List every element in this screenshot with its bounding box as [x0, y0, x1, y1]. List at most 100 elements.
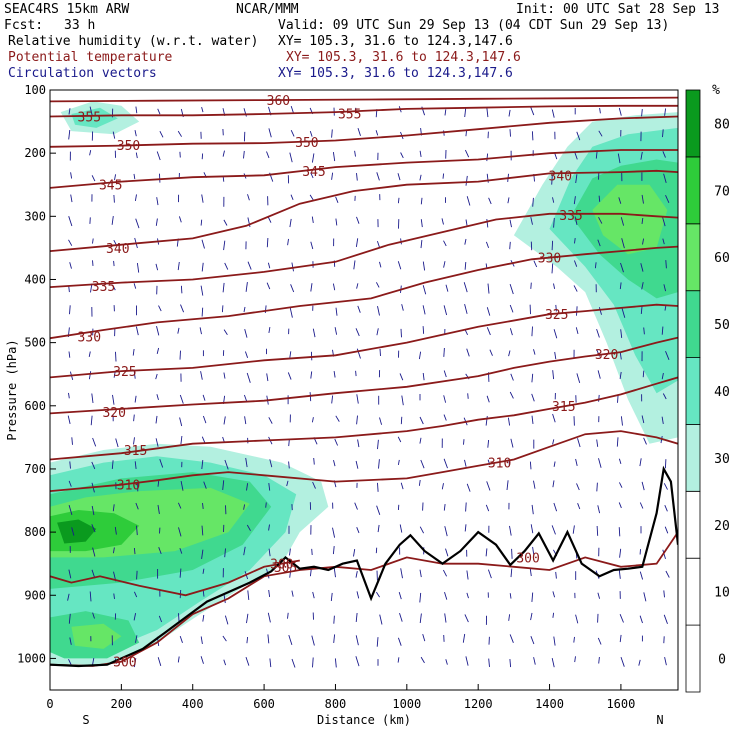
circulation-vector: [246, 372, 251, 383]
circulation-vector: [69, 461, 71, 469]
circulation-vector: [532, 197, 534, 207]
circulation-vector: [354, 502, 358, 510]
circulation-vector: [420, 240, 423, 249]
circulation-vector: [200, 656, 204, 664]
circulation-vector: [111, 460, 114, 469]
circulation-vector: [551, 263, 554, 274]
circulation-vector: [531, 504, 534, 515]
colorbar-label: 40: [714, 385, 730, 400]
circulation-vector: [311, 635, 315, 646]
theta-label-350: 350: [117, 139, 140, 154]
circulation-vector: [664, 505, 668, 512]
circulation-vector: [598, 458, 602, 468]
circulation-vector: [553, 329, 558, 339]
circulation-vector: [199, 327, 202, 335]
circulation-vector: [378, 459, 380, 469]
circulation-vector: [158, 305, 162, 312]
circulation-vector: [289, 548, 291, 556]
circulation-vector: [575, 614, 579, 624]
circulation-vector: [420, 459, 425, 469]
y-axis-label: Pressure (hPa): [5, 339, 19, 440]
theta-label-325: 325: [545, 308, 568, 323]
circulation-vector: [661, 326, 664, 335]
circulation-vector: [487, 569, 492, 579]
circulation-vector: [443, 395, 447, 403]
circulation-vector: [310, 371, 313, 379]
circulation-vector: [223, 372, 226, 379]
circulation-vector: [441, 218, 444, 225]
circulation-vector: [663, 614, 668, 624]
theta-contour-layer: [50, 96, 678, 667]
circulation-vector: [112, 131, 116, 139]
circulation-vector: [508, 350, 511, 357]
circulation-vector: [621, 307, 626, 318]
circulation-vector: [311, 417, 314, 423]
circulation-vector: [552, 439, 555, 445]
circulation-vector: [355, 328, 360, 337]
circulation-vector: [572, 525, 575, 534]
circulation-vector: [376, 328, 379, 336]
field-rh-label: Relative humidity (w.r.t. water): [8, 34, 259, 49]
circulation-vector: [311, 153, 315, 163]
circulation-vector: [68, 392, 70, 399]
circulation-vector: [553, 502, 558, 512]
circulation-vector: [419, 569, 422, 578]
circulation-vector: [356, 348, 361, 359]
circulation-vector: [179, 417, 183, 427]
colorbar-label: 10: [714, 586, 730, 601]
theta-label-345: 345: [302, 165, 325, 180]
circulation-vector: [68, 613, 71, 624]
circulation-vector: [133, 591, 138, 598]
circulation-vector: [68, 480, 72, 487]
circulation-vector: [335, 415, 340, 422]
circulation-vector: [597, 370, 601, 379]
circulation-vector: [91, 461, 96, 470]
circulation-vector: [443, 458, 448, 469]
circulation-vector: [245, 282, 248, 292]
model-label: SEAC4RS 15km ARW: [4, 2, 130, 17]
circulation-vector: [202, 590, 205, 597]
circulation-vector: [577, 438, 581, 448]
circulation-vector: [575, 174, 578, 184]
circulation-vector: [576, 483, 580, 491]
circulation-vector: [332, 546, 335, 555]
circulation-vector: [663, 590, 665, 598]
x-tick-label: 1400: [535, 697, 564, 711]
circulation-vector: [643, 327, 645, 335]
circulation-vector: [88, 371, 92, 380]
circulation-vector: [576, 131, 581, 141]
circulation-vector: [530, 524, 534, 534]
circulation-vector: [397, 436, 402, 443]
circulation-vector: [356, 591, 360, 599]
circulation-vector: [291, 658, 296, 668]
theta-label-315: 315: [552, 400, 575, 415]
circulation-vector: [552, 413, 556, 423]
circulation-vector: [113, 593, 115, 599]
circulation-vector: [510, 438, 514, 448]
circulation-vector: [180, 481, 184, 491]
circulation-vector: [201, 239, 205, 249]
circulation-vector: [155, 373, 158, 380]
y-tick-label: 500: [24, 336, 46, 350]
circulation-vector: [332, 152, 336, 162]
circulation-vector: [487, 439, 490, 448]
circulation-vector: [133, 658, 137, 668]
circulation-vector: [640, 306, 643, 314]
circulation-vector: [662, 217, 666, 227]
circulation-vector: [643, 437, 647, 445]
colorbar-segment: [685, 89, 701, 158]
circulation-vector: [179, 350, 181, 360]
circulation-vector: [574, 238, 576, 244]
circulation-vector: [155, 438, 159, 447]
circulation-vector: [136, 262, 140, 273]
circulation-vector: [269, 658, 272, 668]
circulation-vector: [488, 197, 492, 205]
circulation-vector: [575, 458, 578, 467]
circulation-vector: [464, 262, 467, 270]
circulation-vector: [333, 634, 336, 643]
circulation-vector: [597, 505, 601, 514]
circulation-vector: [243, 306, 246, 313]
circulation-vector: [290, 105, 294, 114]
circulation-vector: [201, 262, 204, 272]
circulation-vector: [222, 635, 227, 642]
